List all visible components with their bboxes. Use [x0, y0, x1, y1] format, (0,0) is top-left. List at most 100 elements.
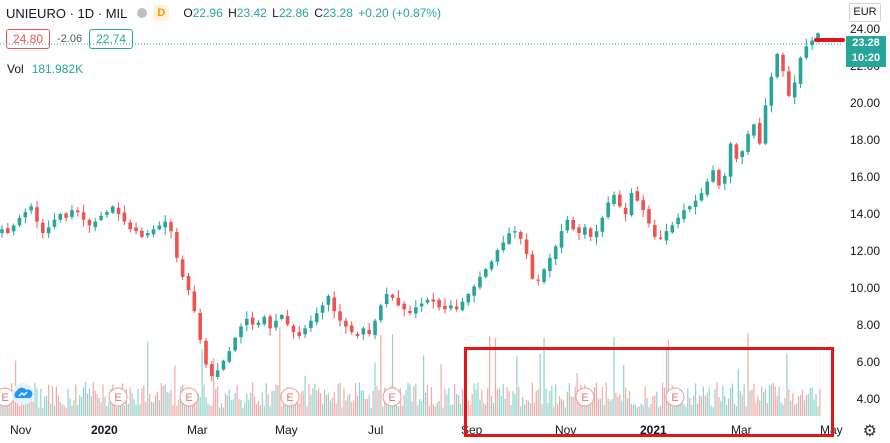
- volume-bar: [646, 397, 648, 416]
- volume-bar: [718, 396, 720, 416]
- volume-bar: [788, 389, 790, 416]
- volume-bar: [69, 398, 71, 416]
- volume-bar: [310, 394, 312, 416]
- candle-body: [664, 231, 669, 241]
- earnings-marker[interactable]: [382, 387, 402, 407]
- volume-bar: [467, 400, 469, 416]
- candle-body: [530, 254, 535, 279]
- volume-bar: [768, 385, 771, 416]
- candle-body: [215, 370, 220, 377]
- volume-bar: [619, 394, 621, 416]
- candle-body: [361, 328, 366, 335]
- earnings-e-icon[interactable]: E: [671, 392, 678, 404]
- volume-bar: [277, 385, 279, 416]
- volume-bar: [508, 391, 510, 416]
- volume-bar: [599, 398, 601, 416]
- volume-bar: [257, 400, 260, 416]
- candle-body: [565, 219, 570, 231]
- volume-bar: [104, 397, 106, 416]
- volume-bar: [409, 384, 411, 416]
- volume-bar: [572, 396, 574, 416]
- volume-bar: [494, 338, 497, 416]
- volume-bar: [582, 401, 584, 416]
- volume-bar: [259, 405, 261, 416]
- delayed-data-badge[interactable]: D: [153, 5, 170, 21]
- candle-body: [64, 213, 68, 218]
- volume-bar: [714, 389, 716, 416]
- volume-bar: [562, 400, 565, 416]
- candle-body: [367, 329, 371, 335]
- earnings-e-icon[interactable]: E: [286, 392, 293, 404]
- candle-body: [559, 231, 564, 248]
- volume-bar: [83, 387, 85, 416]
- earnings-marker[interactable]: [179, 387, 199, 407]
- candle-body: [687, 206, 692, 210]
- earnings-e-icon[interactable]: E: [388, 392, 395, 404]
- candle-body: [618, 194, 622, 207]
- settings-gear-icon[interactable]: ⚙: [862, 423, 877, 440]
- volume-bar: [529, 402, 532, 416]
- candle-body: [449, 305, 453, 309]
- volume-bar: [590, 401, 592, 416]
- symbol-exchange[interactable]: MIL: [105, 5, 128, 21]
- volume-bar: [46, 395, 48, 416]
- volume-bar: [817, 406, 819, 416]
- volume-bar: [549, 390, 551, 416]
- volume-bar: [792, 393, 794, 416]
- earnings-marker[interactable]: [575, 387, 595, 407]
- volume-bar: [774, 386, 776, 416]
- volume-bar: [244, 402, 246, 416]
- volume-bar: [615, 392, 617, 416]
- volume-bar: [217, 386, 219, 416]
- candle-body: [571, 220, 575, 230]
- candle-body: [408, 311, 412, 314]
- symbol-interval[interactable]: 1D: [77, 5, 95, 21]
- volume-bar: [749, 391, 751, 416]
- volume-bar: [374, 362, 376, 416]
- candle-body: [0, 229, 4, 234]
- symbol-name[interactable]: UNIEURO: [6, 5, 66, 21]
- volume-bar: [34, 382, 36, 416]
- symbol-sep-2: ·: [94, 5, 106, 21]
- volume-bar: [232, 399, 234, 416]
- volume-bar: [417, 405, 419, 416]
- volume-bar: [737, 368, 739, 416]
- earnings-e-icon[interactable]: E: [185, 392, 192, 404]
- volume-bar: [644, 386, 646, 416]
- volume-bar: [673, 404, 675, 416]
- volume-bar: [308, 384, 310, 416]
- candle-body: [443, 305, 447, 310]
- earnings-marker[interactable]: [108, 387, 128, 407]
- sell-button[interactable]: 24.80: [6, 29, 50, 49]
- cloud-weather-icon[interactable]: [9, 382, 37, 406]
- volume-bar: [88, 388, 91, 416]
- volume-bar: [380, 335, 382, 416]
- earnings-e-icon[interactable]: E: [581, 392, 588, 404]
- currency-button[interactable]: EUR: [849, 3, 881, 22]
- volume-bar: [187, 405, 190, 416]
- earnings-marker[interactable]: [665, 387, 685, 407]
- volume-bar: [71, 405, 73, 416]
- volume-bar: [685, 406, 687, 416]
- earnings-e-icon[interactable]: E: [114, 392, 121, 404]
- volume-bar: [320, 393, 322, 416]
- x-tick-label: 2021: [640, 423, 667, 437]
- volume-bar: [444, 388, 446, 416]
- volume-bar: [335, 403, 337, 416]
- volume-bar: [512, 390, 514, 416]
- volume-bar: [617, 396, 619, 416]
- earnings-e-icon[interactable]: E: [1, 392, 8, 404]
- volume-bar: [483, 403, 485, 416]
- volume-bar: [724, 396, 726, 416]
- volume-bar: [763, 391, 765, 416]
- volume-bar: [741, 394, 743, 416]
- earnings-marker[interactable]: [280, 387, 300, 407]
- volume-bar: [613, 336, 615, 416]
- volume-bar: [129, 387, 131, 416]
- volume-bar: [170, 389, 172, 416]
- buy-button[interactable]: 22.74: [89, 29, 134, 49]
- volume-bar: [687, 388, 689, 416]
- volume-bar: [457, 394, 460, 416]
